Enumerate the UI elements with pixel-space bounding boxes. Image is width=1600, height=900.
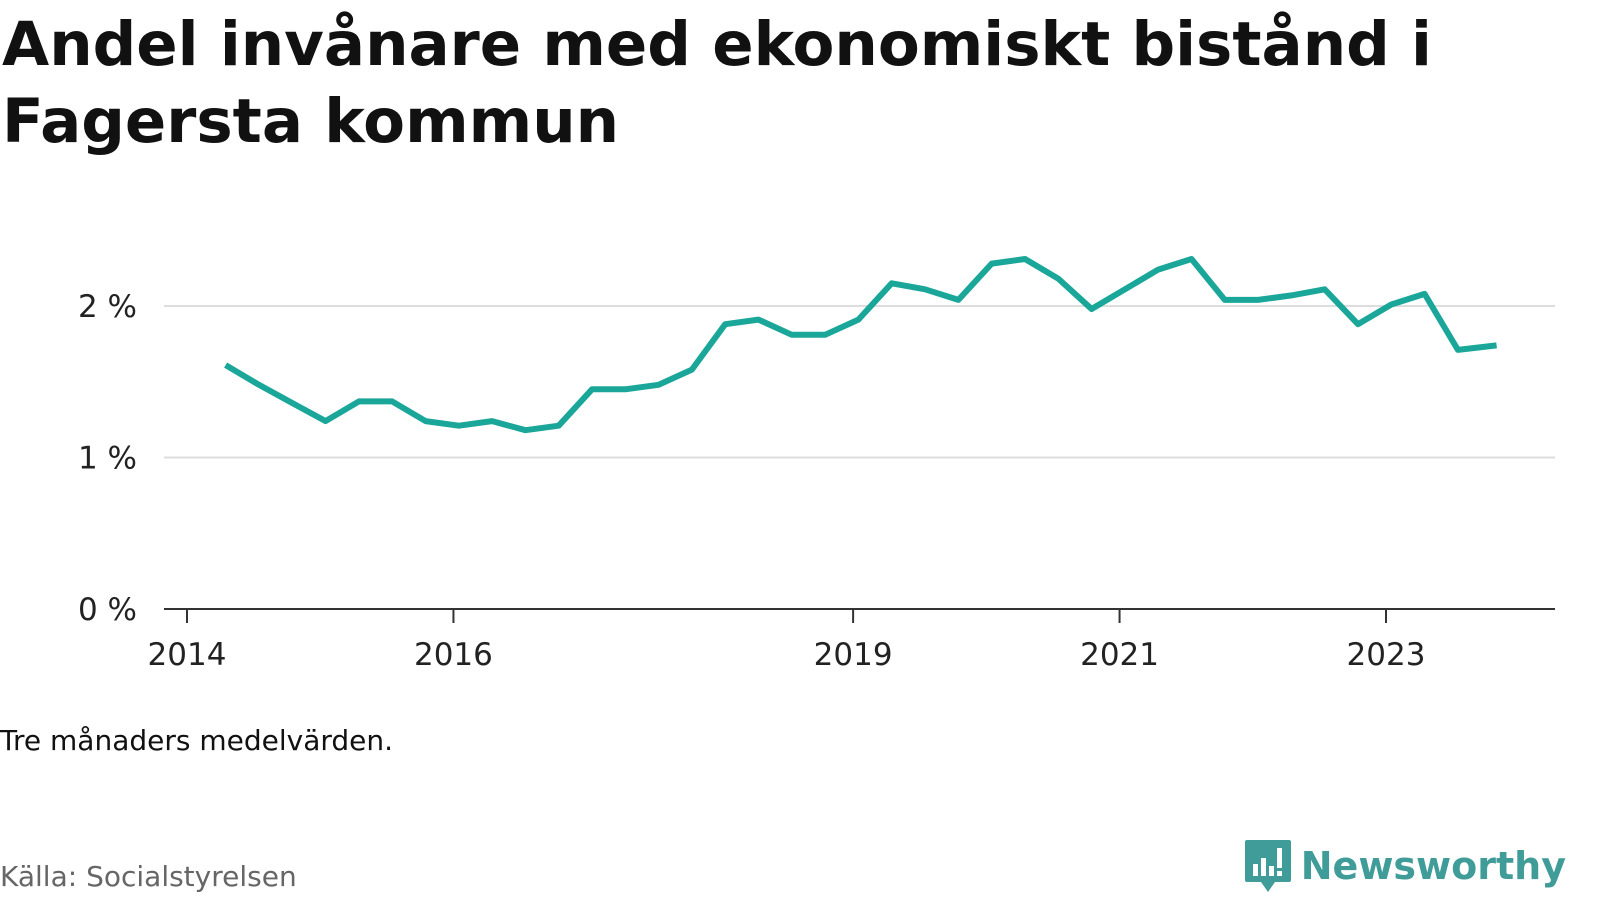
x-tick-label: 2016 [414,637,493,673]
data-point [323,418,329,424]
y-tick-label: 1 % [78,441,137,477]
data-point [456,423,462,429]
data-point [822,332,828,338]
data-point [589,386,595,392]
data-point [522,427,528,433]
brand-logo: Newsworthy [1243,838,1566,894]
data-point [289,400,295,406]
data-point [955,297,961,303]
x-tick-label: 2023 [1347,637,1426,673]
line-chart: 0 % 1 % 2 % 2014 2016 2019 2021 2023 [78,256,1555,673]
data-point [1255,297,1261,303]
data-point [1155,267,1161,273]
source-label: Källa: Socialstyrelsen [0,860,297,893]
data-point [922,286,928,292]
x-tick-label: 2019 [814,637,893,673]
data-point [789,332,795,338]
data-point [1188,256,1194,262]
data-point [1222,297,1228,303]
data-point [422,418,428,424]
data-point [622,386,628,392]
data-point [356,398,362,404]
data-point [1455,347,1461,353]
data-point [1089,306,1095,312]
data-point [722,321,728,327]
data-point [389,398,395,404]
data-point [689,367,695,373]
series-line [224,256,1497,434]
data-point [889,280,895,286]
data-point [989,261,995,267]
data-point [855,317,861,323]
y-tick-label: 0 % [78,592,137,628]
data-point [1122,286,1128,292]
data-point [1422,291,1428,297]
data-point [756,317,762,323]
data-point [489,418,495,424]
data-point [1494,342,1500,348]
data-point [223,362,229,368]
bar-chart-speech-bubble-icon [1244,840,1291,892]
data-point [556,423,562,429]
y-axis-ticks: 0 % 1 % 2 % [78,289,137,628]
data-point [1055,276,1061,282]
series-layer [223,256,1500,434]
data-point [1322,286,1328,292]
brand-name: Newsworthy [1300,844,1566,888]
data-point [256,382,262,388]
page-title: Andel invånare med ekonomiskt bistånd i … [2,9,1432,157]
grid-lines [164,305,1555,459]
x-tick-label: 2021 [1080,637,1159,673]
x-axis-ticks: 2014 2016 2019 2021 2023 [148,609,1426,673]
data-point [1288,292,1294,298]
data-point [656,382,662,388]
chart-note: Tre månaders medelvärden. [0,724,394,757]
y-tick-label: 2 % [78,289,137,325]
data-point [1388,301,1394,307]
data-point [1355,321,1361,327]
x-tick-label: 2014 [148,637,227,673]
data-point [1022,256,1028,262]
